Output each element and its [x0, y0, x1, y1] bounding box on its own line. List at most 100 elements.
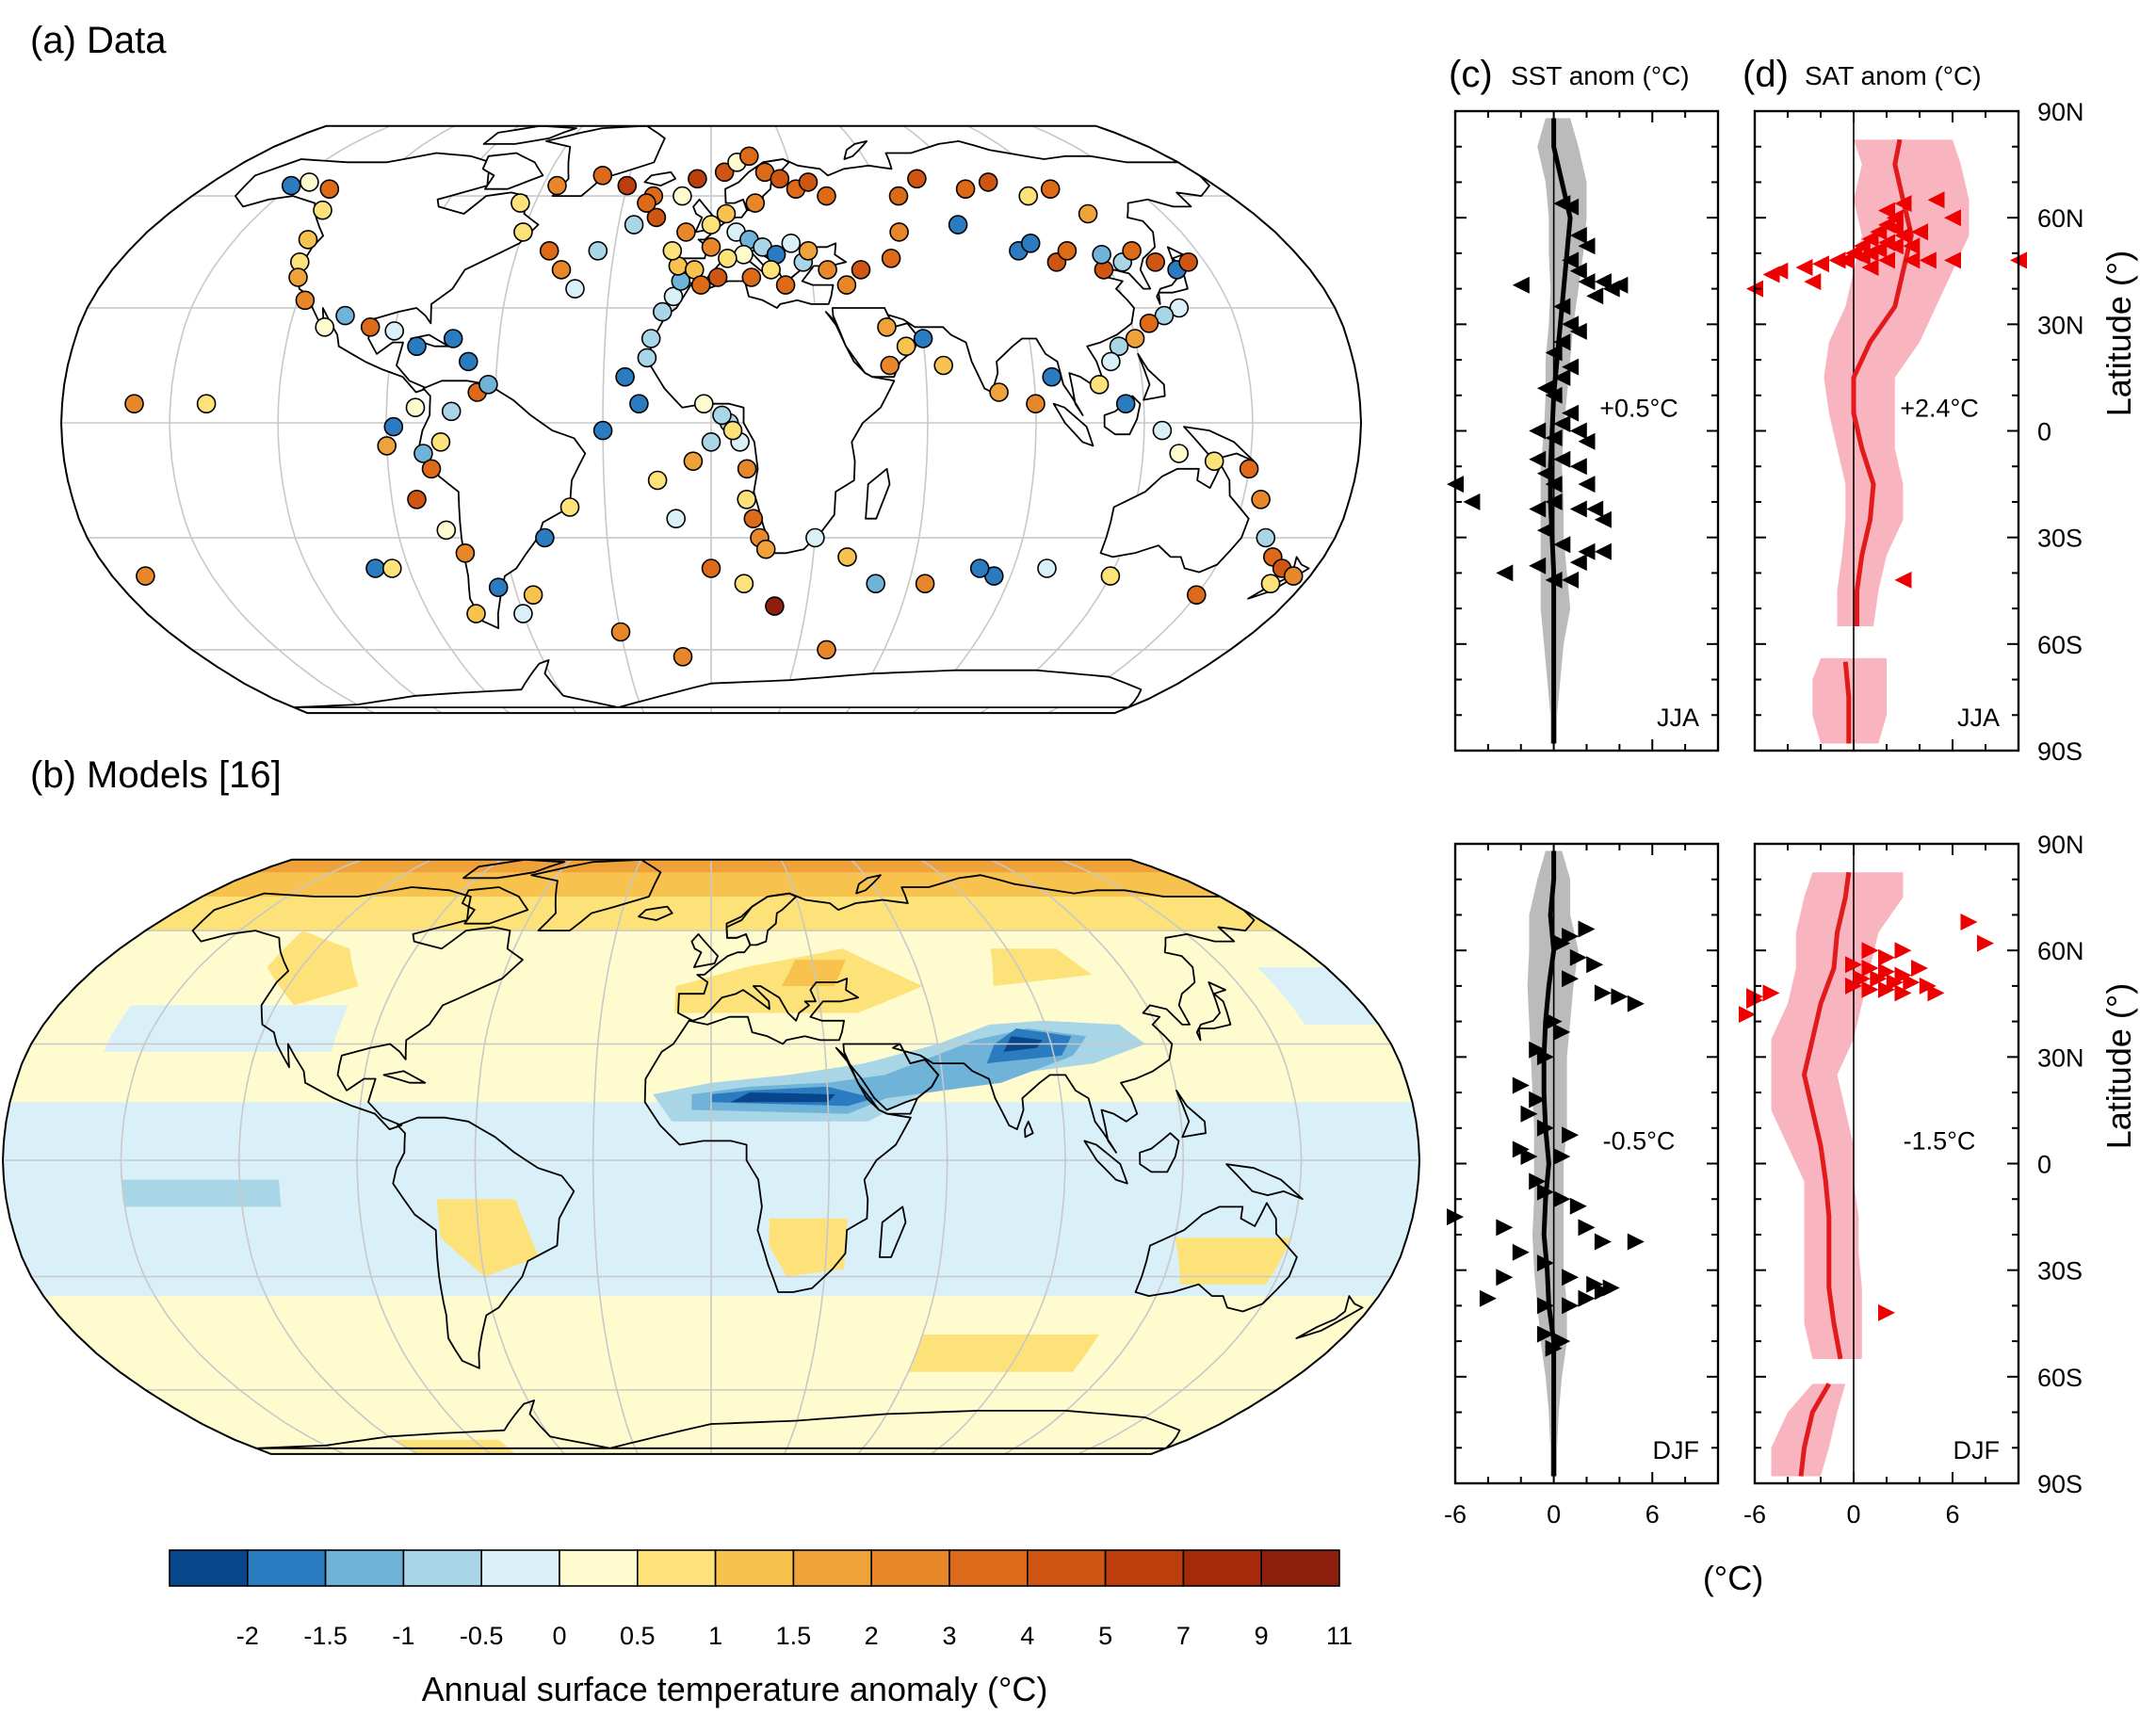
proxy-site-marker: [615, 366, 635, 387]
proxy-site-marker: [377, 436, 397, 456]
proxy-site-marker: [1089, 374, 1110, 395]
proxy-site-marker: [881, 248, 901, 268]
proxy-triangle-marker: [1894, 195, 1912, 213]
proxy-triangle-marker: [1562, 1297, 1580, 1315]
proxy-site-marker: [707, 267, 728, 287]
proxy-site-marker: [1020, 233, 1041, 253]
field-region-15: [908, 1335, 1099, 1372]
proxy-site-marker: [701, 558, 721, 578]
season-label: JJA: [1957, 704, 2000, 732]
colorbar-swatch: [948, 1549, 1029, 1587]
proxy-triangle-marker: [1496, 564, 1514, 582]
proxy-site-marker: [478, 374, 498, 395]
proxy-triangle-marker: [1870, 970, 1888, 988]
panel-a-title: (a) Data: [30, 20, 167, 61]
colorbar-swatch: [636, 1549, 717, 1587]
coastline-baffin: [462, 886, 529, 925]
proxy-triangle-marker: [1536, 464, 1554, 482]
uncertainty-band: [1771, 872, 1904, 1359]
proxy-triangle-marker: [1569, 262, 1587, 280]
uncertainty-band: [1527, 850, 1579, 1477]
proxy-site-marker: [1125, 329, 1145, 348]
proxy-triangle-marker: [1569, 1197, 1587, 1215]
proxy-triangle-marker: [1578, 237, 1596, 255]
proxy-site-marker: [805, 527, 825, 548]
proxy-site-marker: [1139, 313, 1159, 333]
proxy-triangle-marker: [1562, 1126, 1580, 1144]
proxy-triangle-marker: [1845, 956, 1862, 974]
proxy-triangle-marker: [1812, 255, 1829, 273]
proxy-triangle-marker: [1878, 202, 1895, 219]
latitude-tick-label: 30N: [2037, 311, 2084, 339]
latitude-tick-label: 90N: [2037, 98, 2084, 126]
proxy-triangle-marker: [1562, 251, 1580, 269]
proxy-site-marker: [817, 186, 836, 206]
proxy-triangle-marker: [1562, 571, 1580, 589]
proxy-site-marker: [761, 260, 781, 280]
proxy-triangle-marker: [1529, 500, 1547, 518]
proxy-triangle-marker: [1586, 956, 1604, 974]
mean-line-south: [1798, 1383, 1831, 1477]
proxy-triangle-marker: [1762, 984, 1780, 1002]
coastline-africa-eurasia: [643, 874, 1256, 1293]
proxy-site-marker: [880, 355, 900, 376]
proxy-triangle-marker: [1878, 963, 1895, 980]
coastlines-b: [191, 859, 1364, 1449]
proxy-site-marker: [298, 230, 318, 250]
proxy-triangle-marker: [1562, 404, 1580, 422]
proxy-site-marker: [335, 305, 355, 326]
proxy-triangle-marker: [1578, 273, 1596, 291]
proxy-site-marker: [1145, 251, 1165, 272]
meridian-line: [237, 859, 432, 1454]
proxy-site-marker: [640, 329, 661, 348]
colorbar-swatch: [1027, 1549, 1107, 1587]
proxy-triangle-marker: [1496, 1269, 1514, 1286]
proxy-site-marker: [745, 193, 766, 213]
proxy-site-marker: [637, 193, 657, 213]
proxy-triangle-marker: [1903, 974, 1921, 992]
proxy-site-marker: [1178, 251, 1198, 272]
colorbar-tick-label: 5: [1098, 1622, 1112, 1650]
proxy-triangle-marker: [1960, 914, 1978, 930]
proxy-triangle-marker: [1578, 542, 1596, 560]
proxy-site-marker: [955, 179, 976, 199]
proxy-site-marker: [1154, 305, 1175, 326]
proxy-site-marker: [315, 316, 335, 337]
proxy-site-marker: [989, 382, 1009, 402]
meridian-line: [920, 859, 1066, 1454]
proxy-site-marker: [673, 646, 693, 667]
proxy-triangle-marker: [1536, 1048, 1554, 1066]
latitude-tick-label: 30N: [2037, 1043, 2084, 1072]
proxy-triangle-marker: [1545, 1012, 1563, 1030]
proxy-site-marker: [714, 162, 735, 183]
coastline-iceland: [643, 170, 676, 186]
proxy-triangle-marker: [1586, 500, 1604, 518]
proxy-triangle-marker: [1894, 984, 1912, 1002]
proxy-triangle-marker: [1553, 1333, 1571, 1351]
proxy-site-marker: [535, 527, 555, 548]
proxy-triangle-marker: [1569, 458, 1587, 476]
coastline-svalbard-novaya: [843, 140, 867, 160]
coastline-madagascar: [865, 467, 891, 520]
coastline-borneo-sumatra: [1083, 1140, 1128, 1185]
meridian-line: [120, 859, 363, 1454]
panel-c-subtitle: SST anom (°C): [1511, 61, 1690, 90]
x-tick-label: -6: [1444, 1500, 1467, 1529]
proxy-site-marker: [1037, 558, 1057, 578]
panel-d-title: (d): [1743, 54, 1789, 95]
proxy-site-marker: [617, 175, 638, 196]
colorbar-swatch: [870, 1549, 950, 1587]
proxy-site-marker: [443, 329, 463, 348]
proxy-site-marker: [407, 489, 427, 510]
colorbar-swatch: [324, 1549, 405, 1587]
proxy-site-marker: [693, 394, 714, 414]
mean-line-south: [1842, 661, 1852, 744]
proxy-triangle-marker: [1529, 557, 1547, 574]
proxy-triangle-marker: [1903, 237, 1921, 255]
proxy-site-marker: [565, 279, 585, 299]
latitude-profiles: +0.5°C JJA -0.5°C DJF -6 0 6 +2.4°C JJA 90N 60N 30N…: [1444, 98, 2084, 1529]
proxy-site-marker: [1152, 420, 1173, 441]
proxy-site-marker: [666, 509, 687, 529]
proxy-site-marker: [523, 585, 543, 606]
coastline-new-guinea: [1225, 1163, 1304, 1201]
